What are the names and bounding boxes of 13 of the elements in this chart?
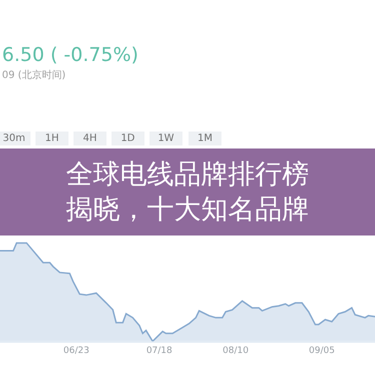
text: 4H [83, 133, 97, 144]
chart-title: 全球电线品牌排行榜揭晓，十大知名品牌 [66, 158, 309, 226]
x-tick-label: 09/05 [308, 346, 335, 356]
text: 1H [45, 133, 59, 144]
x-tick-label: 06/23 [63, 346, 90, 356]
x-tick-label: 07/18 [146, 346, 173, 356]
text: 1W [158, 133, 174, 144]
text: 09 (北京时间) [2, 69, 66, 81]
x-tick-label: 08/10 [222, 346, 249, 356]
text: 1D [120, 133, 136, 144]
text: 6.50 ( -0.75%) [2, 44, 138, 66]
text: 1M [198, 133, 212, 144]
text: 30m [2, 133, 26, 144]
